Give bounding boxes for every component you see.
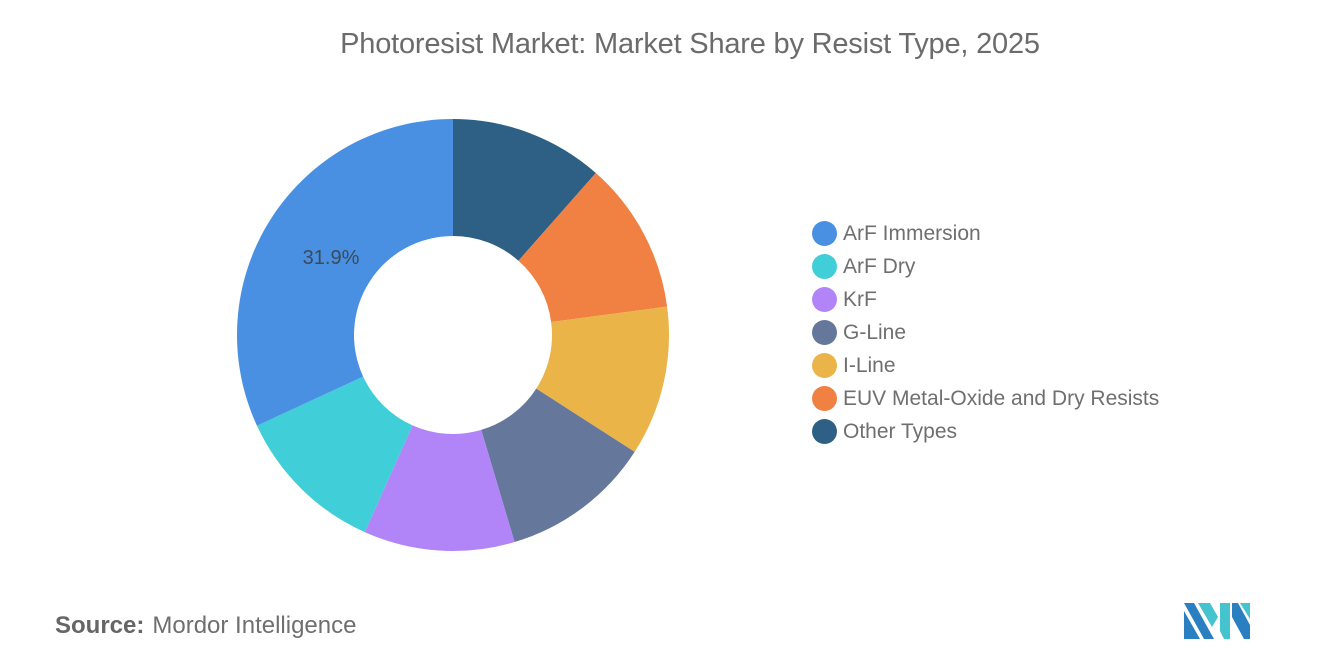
mordor-intelligence-logo-icon — [1184, 603, 1250, 639]
legend-item-g-line[interactable]: G-Line — [812, 316, 1159, 349]
slice-label-arf-immersion: 31.9% — [303, 247, 360, 269]
legend-item-i-line[interactable]: I-Line — [812, 349, 1159, 382]
legend-swatch-icon — [812, 287, 837, 312]
chart-legend: ArF Immersion ArF Dry KrF G-Line I-Line … — [812, 217, 1159, 448]
donut-chart: 31.9% — [236, 119, 669, 551]
slice-arf-dry[interactable] — [256, 376, 413, 533]
legend-item-arf-immersion[interactable]: ArF Immersion — [812, 217, 1159, 250]
chart-title: Photoresist Market: Market Share by Resi… — [340, 28, 1040, 60]
donut-slices — [236, 119, 669, 551]
legend-item-krf[interactable]: KrF — [812, 283, 1159, 316]
slice-i-line[interactable] — [536, 306, 669, 452]
legend-swatch-icon — [812, 353, 837, 378]
source-note: Source: Mordor Intelligence — [55, 612, 356, 640]
source-value: Mordor Intelligence — [152, 612, 357, 639]
legend-label: Other Types — [843, 419, 958, 443]
legend-label: ArF Dry — [843, 254, 916, 278]
slice-euv-metal-oxide-and-dry-resists[interactable] — [518, 172, 668, 322]
legend-item-other-types[interactable]: Other Types — [812, 415, 1159, 448]
legend-label: G-Line — [843, 320, 907, 344]
legend-label: ArF Immersion — [843, 221, 981, 245]
legend-swatch-icon — [812, 419, 837, 444]
legend-swatch-icon — [812, 221, 837, 246]
legend-swatch-icon — [812, 254, 837, 279]
source-label: Source: — [55, 612, 145, 639]
legend-swatch-icon — [812, 386, 837, 411]
slice-g-line[interactable] — [481, 388, 635, 543]
legend-swatch-icon — [812, 320, 837, 345]
legend-label: EUV Metal-Oxide and Dry Resists — [843, 386, 1160, 410]
slice-arf-immersion[interactable] — [236, 119, 453, 426]
slice-other-types[interactable] — [453, 119, 596, 261]
legend-label: I-Line — [843, 353, 896, 377]
slice-krf[interactable] — [364, 425, 515, 551]
legend-item-euv[interactable]: EUV Metal-Oxide and Dry Resists — [812, 382, 1159, 415]
legend-item-arf-dry[interactable]: ArF Dry — [812, 250, 1159, 283]
legend-label: KrF — [843, 287, 877, 311]
